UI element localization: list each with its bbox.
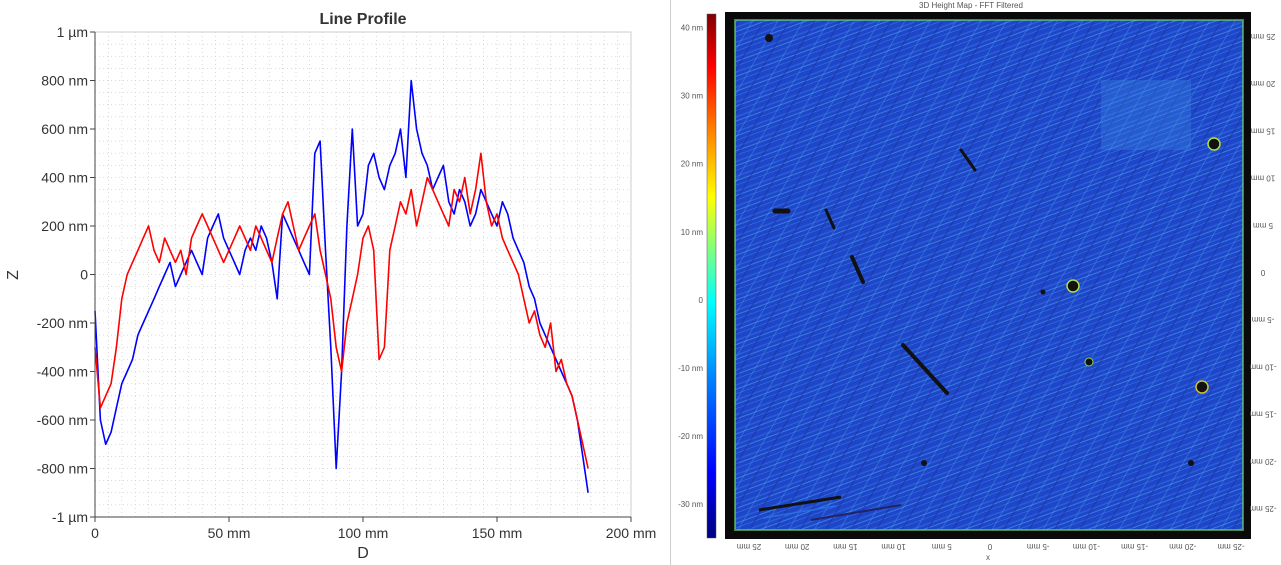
grid	[94, 31, 632, 518]
colorbar-tick-label: 0	[699, 296, 704, 305]
map-x-tick-label: -5 mm	[1027, 542, 1050, 551]
map-y-tick-label: -25 mm	[1249, 504, 1276, 513]
x-axis-ticks: 0 50 mm 100 mm 150 mm 200 mm	[91, 517, 656, 541]
map-y-tick-label: 20 mm	[1250, 79, 1275, 88]
colorbar-tick-label: 20 nm	[681, 160, 704, 169]
map-y-tick-label: -15 mm	[1249, 410, 1276, 419]
colorbar-tick-label: -20 nm	[678, 432, 703, 441]
series-layer	[94, 79, 589, 493]
map-x-tick-label: -10 mm	[1073, 542, 1100, 551]
map-y-tick-label: 25 mm	[1250, 32, 1275, 41]
x-tick-label: 150 mm	[472, 525, 523, 541]
y-axis-label: Z	[5, 270, 22, 280]
y-tick-label: 600 nm	[41, 121, 88, 137]
map-x-tick-label: 0	[987, 542, 992, 551]
colorbar-tick-label: 40 nm	[681, 24, 704, 33]
map-x-tick-label: 20 mm	[785, 542, 810, 551]
map-y-tick-label: 15 mm	[1250, 126, 1275, 135]
colorbar-ticks: 40 nm 30 nm 20 nm 10 nm 0 -10 nm -20 nm -30 nm	[678, 24, 703, 509]
map-x-tick-label: -25 mm	[1217, 542, 1244, 551]
x-tick-label: 50 mm	[208, 525, 251, 541]
map-y-tick-label: -5 mm	[1251, 315, 1274, 324]
y-tick-label: 200 nm	[41, 218, 88, 234]
y-tick-label: -400 nm	[37, 364, 88, 380]
x-axis-label: D	[357, 545, 369, 562]
y-tick-label: 400 nm	[41, 170, 88, 186]
map-y-tick-label: -10 mm	[1249, 362, 1276, 371]
y-tick-label: -600 nm	[37, 412, 88, 428]
map-x-tick-label: 15 mm	[833, 542, 858, 551]
height-map-title: 3D Height Map - FFT Filtered	[919, 1, 1023, 10]
colorbar-tick-label: 30 nm	[681, 92, 704, 101]
map-y-tick-label: -20 mm	[1249, 457, 1276, 466]
colorbar-tick-label: 10 nm	[681, 228, 704, 237]
y-tick-label: 800 nm	[41, 73, 88, 89]
map-y-tick-label: 10 mm	[1250, 174, 1275, 183]
y-tick-label: -200 nm	[37, 315, 88, 331]
colorbar	[706, 13, 717, 539]
map-x-ticks: 25 mm 20 mm 15 mm 10 mm 5 mm 0 -5 mm -10 mm -15 …	[736, 542, 1244, 551]
map-x-tick-label: -20 mm	[1169, 542, 1196, 551]
map-x-tick-label: 25 mm	[736, 542, 761, 551]
x-tick-label: 100 mm	[338, 525, 389, 541]
map-y-tick-label: 0	[1260, 268, 1265, 277]
line-profile-chart: Line Profile 1 µm 800 nm 600 nm 400 nm 200 n…	[5, 11, 656, 562]
y-tick-label: 0	[80, 267, 88, 283]
surface-defects	[758, 34, 1221, 521]
colorbar-tick-label: -30 nm	[678, 500, 703, 509]
height-map-chart: 3D Height Map - FFT Filtered 40 nm 30 nm 2…	[678, 1, 1276, 562]
y-tick-label: -800 nm	[37, 461, 88, 477]
map-x-axis-label: x	[986, 553, 990, 562]
chart-title: Line Profile	[319, 11, 406, 28]
colorbar-tick-label: -10 nm	[678, 364, 703, 373]
x-tick-label: 200 mm	[606, 525, 657, 541]
height-map-panel: 3D Height Map - FFT Filtered 40 nm 30 nm 2…	[670, 0, 1281, 565]
y-tick-label: 1 µm	[57, 24, 88, 40]
map-x-tick-label: 10 mm	[881, 542, 906, 551]
map-y-ticks: 25 mm 20 mm 15 mm 10 mm 5 mm 0 -5 mm -10 mm -15 …	[1249, 32, 1276, 513]
y-axis-ticks: 1 µm 800 nm 600 nm 400 nm 200 nm 0 -200 nm -400…	[37, 24, 95, 525]
line-profile-panel: Line Profile 1 µm 800 nm 600 nm 400 nm 200 n…	[5, 11, 657, 562]
map-x-tick-label: -15 mm	[1121, 542, 1148, 551]
map-x-tick-label: 5 mm	[931, 542, 951, 551]
map-y-tick-label: 5 mm	[1253, 221, 1273, 230]
y-tick-label: -1 µm	[52, 509, 88, 525]
series-line-2	[94, 152, 589, 469]
x-tick-label: 0	[91, 525, 99, 541]
